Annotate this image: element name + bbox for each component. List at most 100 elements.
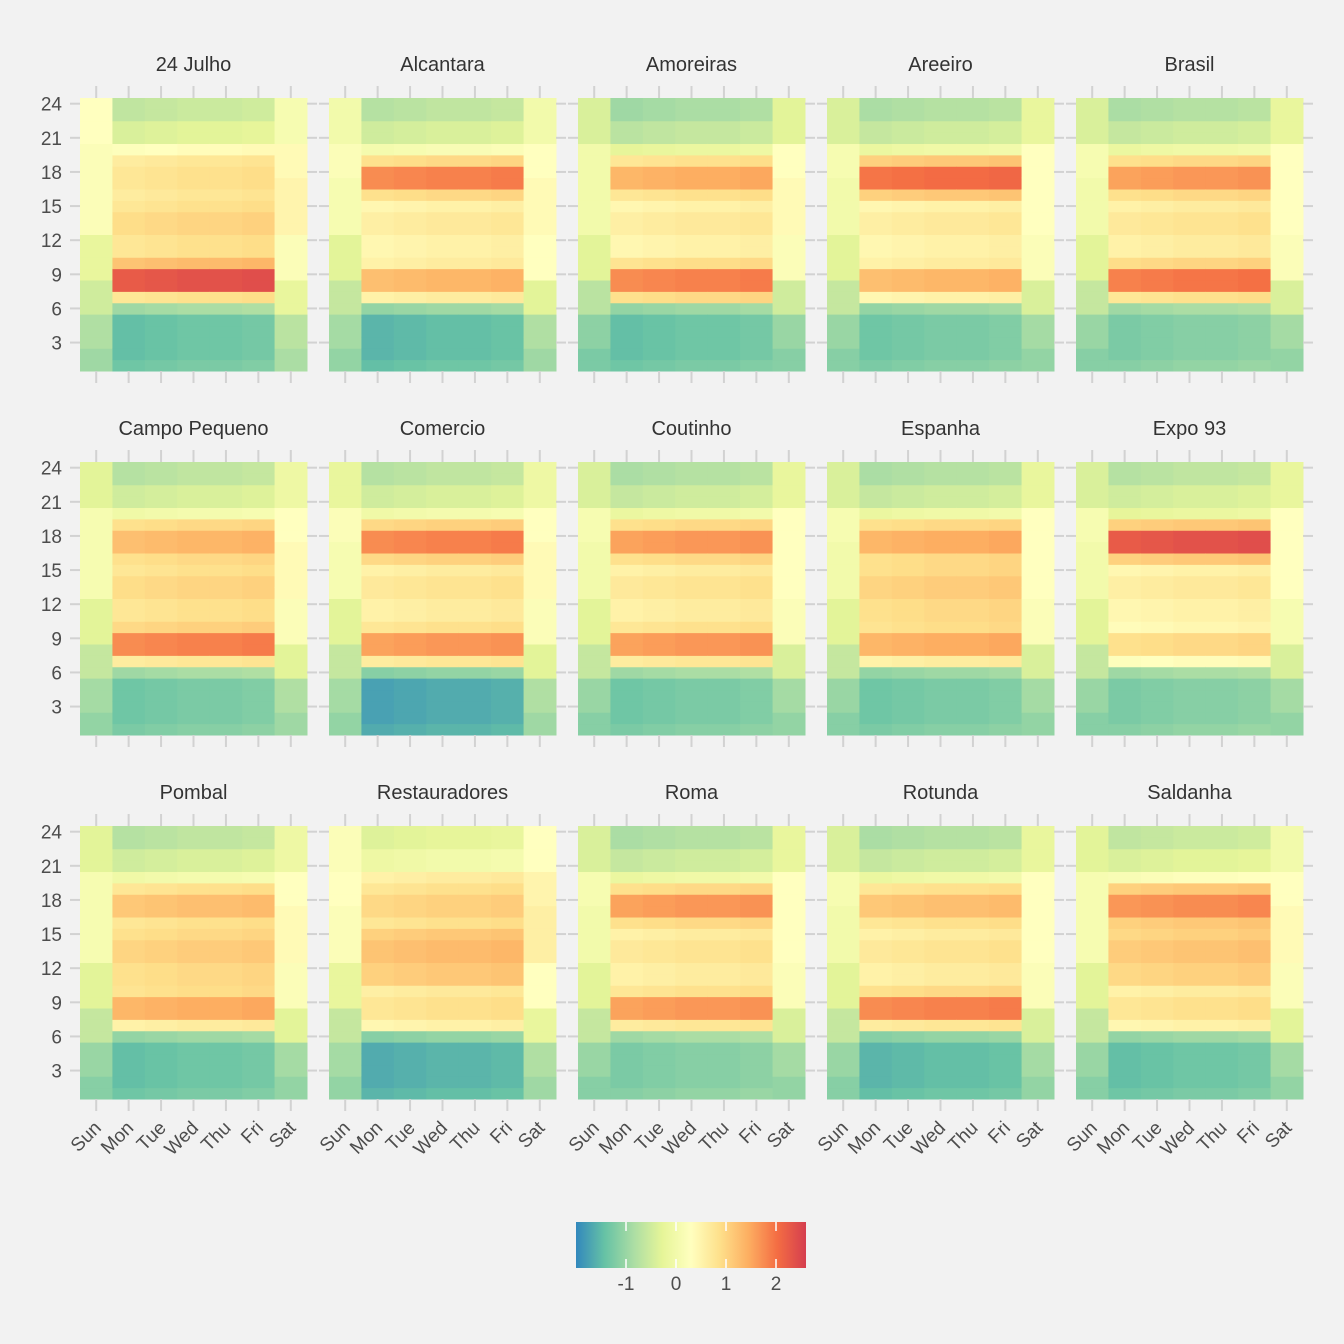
heat-tile [989, 1064, 1023, 1077]
heat-tile [859, 928, 893, 941]
heat-tile [1021, 211, 1055, 224]
heat-tile [578, 280, 611, 292]
heat-tile [112, 1042, 146, 1055]
heat-tile [891, 268, 925, 281]
heat-tile [1205, 143, 1239, 156]
heat-tile [177, 530, 211, 543]
heat-tile [426, 234, 460, 247]
heat-tile [1270, 871, 1304, 884]
heat-tile [1238, 632, 1272, 645]
heat-tile [393, 200, 427, 213]
heat-tile [458, 985, 492, 998]
heat-tile [426, 985, 460, 998]
heat-tile [956, 359, 990, 372]
heat-tile [329, 359, 362, 372]
heat-tile [1021, 723, 1055, 736]
heat-tile [426, 871, 460, 884]
heat-tile [1173, 1019, 1207, 1032]
heat-tile [956, 860, 990, 873]
heat-tile [1173, 723, 1207, 736]
heat-tile [144, 1053, 178, 1066]
heat-tile [924, 848, 958, 861]
heat-tile [1021, 359, 1055, 372]
heat-tile [1238, 223, 1272, 236]
heat-tile [274, 689, 308, 702]
heat-tile [393, 848, 427, 861]
heat-tile [242, 302, 276, 315]
heat-tile [329, 245, 362, 258]
heat-tile [1021, 177, 1055, 190]
heat-tile [209, 871, 243, 884]
heat-tile [740, 132, 774, 145]
heat-tile [393, 348, 427, 361]
heat-tile [578, 541, 611, 554]
heat-tile [1173, 564, 1207, 577]
heat-tile [578, 109, 611, 122]
heat-tile [1173, 1053, 1207, 1066]
heat-tile [177, 826, 211, 838]
heat-tile [274, 564, 308, 577]
heat-tile [924, 302, 958, 315]
heat-tile [827, 951, 860, 964]
heat-tile [827, 291, 860, 304]
heat-tile [578, 257, 611, 270]
heat-tile [1140, 473, 1174, 486]
heat-tile [242, 473, 276, 486]
heat-tile [1076, 973, 1109, 986]
heat-tile [1021, 1042, 1055, 1055]
heat-tile [393, 496, 427, 509]
heat-tile [772, 234, 806, 247]
heat-tile [924, 325, 958, 338]
heat-tile [891, 177, 925, 190]
heat-tile [610, 234, 644, 247]
heat-tile [924, 507, 958, 520]
heat-tile [1108, 666, 1142, 679]
heat-tile [177, 245, 211, 258]
heat-tile [1140, 826, 1174, 838]
heat-tile [1108, 632, 1142, 645]
heat-tile [740, 962, 774, 975]
heat-tile [956, 530, 990, 543]
heat-tile [956, 712, 990, 725]
heat-tile [740, 166, 774, 179]
heat-tile [1238, 166, 1272, 179]
heat-tile [491, 1030, 525, 1043]
heat-tile [578, 700, 611, 713]
heat-tile [989, 564, 1023, 577]
heat-tile [361, 1042, 395, 1055]
heat-tile [393, 518, 427, 531]
heat-tile [956, 473, 990, 486]
heat-tile [827, 132, 860, 145]
heat-tile [523, 530, 557, 543]
heat-tile [144, 257, 178, 270]
heat-tile [242, 280, 276, 292]
heat-tile [1238, 507, 1272, 520]
heat-tile [523, 655, 557, 668]
heat-tile [144, 723, 178, 736]
heat-tile [209, 689, 243, 702]
heat-tile [891, 257, 925, 270]
heat-tile [827, 1019, 860, 1032]
heat-tile [242, 917, 276, 929]
heat-tile [578, 1076, 611, 1089]
heat-tile [177, 1008, 211, 1020]
heat-tile [610, 985, 644, 998]
heat-tile [144, 609, 178, 622]
heat-tile [740, 1019, 774, 1032]
heat-tile [642, 268, 676, 281]
heat-tile [112, 939, 146, 952]
heat-tile [523, 154, 557, 167]
heat-tile [827, 848, 860, 861]
heat-tile [458, 1076, 492, 1089]
heat-tile [578, 575, 611, 588]
heat-tile [740, 689, 774, 702]
heat-tile [112, 109, 146, 122]
heat-tile [1238, 291, 1272, 304]
heat-tile [1238, 894, 1272, 907]
heat-tile [740, 882, 774, 895]
heat-tile [772, 541, 806, 554]
heat-tile [393, 359, 427, 372]
heat-tile [675, 348, 709, 361]
heat-tile [924, 905, 958, 918]
